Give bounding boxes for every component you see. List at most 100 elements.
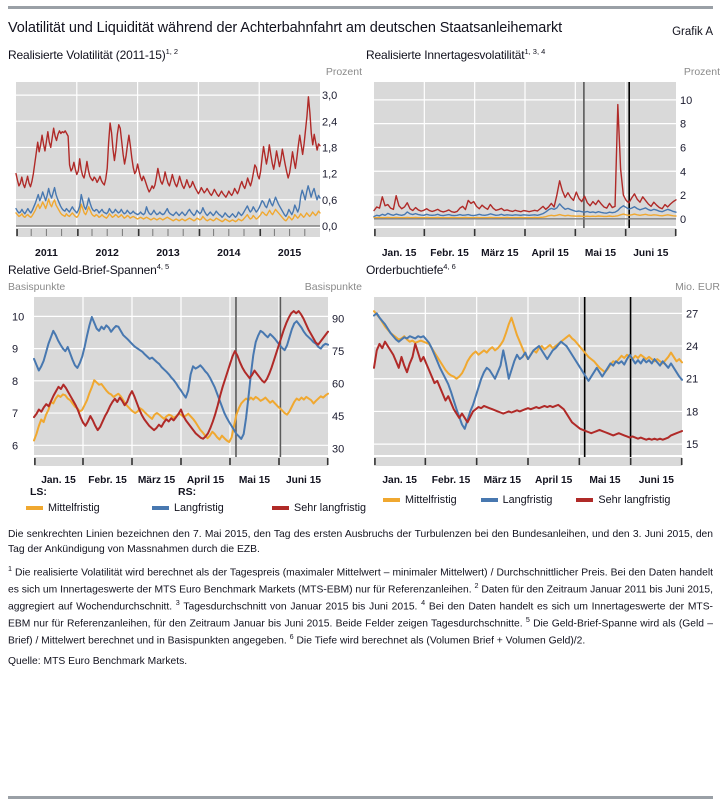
y-axis-tick-label: 1,8 — [322, 142, 337, 154]
legend-label-sehr-langfristig-left: Sehr langfristig — [294, 502, 367, 515]
legend-item-sehr-langfristig-left[interactable]: Sehr langfristig — [272, 502, 366, 514]
legend-item-mittelfristig-right[interactable]: Mittelfristig — [383, 494, 457, 506]
legend-label-langfristig-left: Langfristig — [174, 502, 224, 515]
x-axis-tick-label: Febr. 15 — [430, 248, 469, 258]
legend-item-mittelfristig-left[interactable]: Mittelfristig — [26, 502, 108, 514]
unit-row-3: Basispunkte Basispunkte — [8, 279, 362, 293]
top-divider — [8, 6, 713, 9]
x-axis-tick-label: März 15 — [138, 475, 176, 485]
legend-right-axis-caption: RS: — [178, 486, 197, 499]
panel-grid: Realisierte Volatilität (2011-15)1, 2 Pr… — [8, 43, 720, 485]
series-line-mittelfristig — [33, 379, 329, 444]
y-axis-tick-label: 2,4 — [322, 116, 337, 128]
y-axis-tick-label: 1,2 — [322, 169, 337, 181]
series-line-mittelfristig — [373, 213, 677, 219]
legend-item-langfristig-left[interactable]: Langfristig — [152, 502, 242, 514]
y-axis-tick-label: 10 — [680, 95, 692, 107]
x-axis-tick-label: 2013 — [156, 247, 180, 258]
y-axis-tick-label: 6 — [12, 440, 18, 452]
y-axis-tick-label-right: 90 — [332, 314, 344, 326]
legend-right: Mittelfristig Langfristig Sehr langfrist… — [383, 494, 684, 506]
series-line-sehr-langfristig — [373, 340, 683, 441]
panel-relative-geld-brief-spannen: Relative Geld-Brief-Spannen4, 5 Basispun… — [8, 258, 362, 485]
panel-title-4-superscript: 4, 6 — [443, 262, 456, 272]
panel-title-1-superscript: 1, 2 — [165, 47, 179, 57]
series-line-langfristig — [373, 312, 683, 430]
panel-realisierte-innertagesvolatilitaet: Realisierte Innertagesvolatilität1, 3, 4… — [366, 43, 720, 258]
legend-swatch-darkred-left — [272, 506, 289, 511]
notes-section: Die senkrechten Linien bezeichnen den 7.… — [8, 528, 713, 667]
y-axis-tick-label: 27 — [686, 308, 698, 320]
legend-label-mittelfristig-left: Mittelfristig — [48, 502, 100, 515]
series-line-langfristig — [373, 203, 677, 218]
y-axis-tick-label: 6 — [680, 142, 686, 154]
legend-left-axis-caption: LS: — [30, 486, 47, 499]
panel-title-2-text: Realisierte Innertagesvolatilität — [366, 48, 525, 63]
x-axis-tick-label: Jan. 15 — [382, 475, 417, 485]
unit-label-right-4: Mio. EUR — [675, 281, 720, 294]
unit-row-1: Prozent — [8, 64, 362, 78]
legend-swatch-orange-left — [26, 506, 43, 511]
x-axis-tick-label: Mai 15 — [239, 475, 270, 485]
note-vertical-lines: Die senkrechten Linien bezeichnen den 7.… — [8, 529, 713, 555]
x-axis-tick-label: Jan. 15 — [382, 248, 417, 258]
x-axis-tick-label: April 15 — [535, 475, 573, 485]
series-line-mittelfristig — [15, 198, 321, 223]
unit-label-right-1: Prozent — [325, 66, 362, 79]
panel-title-3-superscript: 4, 5 — [156, 262, 170, 272]
plot-background — [16, 82, 320, 227]
legend-item-langfristig-right[interactable]: Langfristig — [480, 494, 552, 506]
legend-swatch-orange-right — [383, 498, 400, 503]
bottom-divider — [8, 796, 713, 799]
x-axis-tick-label: März 15 — [484, 475, 522, 485]
x-axis-tick-label: April 15 — [187, 475, 225, 485]
y-axis-tick-label: 9 — [12, 344, 18, 356]
x-axis-tick-label: Juni 15 — [639, 475, 674, 485]
y-axis-tick-label: 7 — [12, 408, 18, 420]
series-line-sehr-langfristig — [33, 310, 329, 440]
y-axis-tick-label-right: 45 — [332, 411, 344, 423]
x-axis-tick-label: Juni 15 — [633, 248, 668, 258]
x-axis-tick-label: 2015 — [278, 247, 302, 258]
y-axis-tick-label-right: 30 — [332, 444, 344, 456]
y-axis-tick-label: 15 — [686, 439, 698, 451]
legend-swatch-blue-left — [152, 506, 169, 511]
y-axis-tick-label: 0,0 — [322, 221, 337, 233]
y-axis-tick-label: 21 — [686, 374, 698, 386]
plot-4: 15 18 21 24 27 Jan. 15 Febr. 15 März 15 April 15… — [366, 293, 720, 485]
y-axis-tick-label: 4 — [680, 166, 686, 178]
legend-label-sehr-langfristig-right: Sehr langfristig — [598, 494, 671, 507]
y-axis-tick-label: 0 — [680, 214, 686, 226]
x-axis-tick-label: Juni 15 — [286, 475, 321, 485]
series-line-sehr-langfristig — [373, 103, 677, 214]
panel-title-2: Realisierte Innertagesvolatilität1, 3, 4 — [366, 47, 720, 62]
panel-title-3-text: Relative Geld-Brief-Spannen — [8, 263, 157, 278]
legend-row: LS: RS: Mittelfristig Langfristig Sehr l… — [8, 486, 713, 522]
y-axis-tick-label: 2 — [680, 190, 686, 202]
x-axis-tick-label: März 15 — [481, 248, 519, 258]
y-axis-tick-label-right: 75 — [332, 346, 344, 358]
page-header: Volatilität und Liquidität während der A… — [8, 9, 713, 43]
x-axis-tick-label: Mai 15 — [589, 475, 620, 485]
x-axis-tick-label: Mai 15 — [585, 248, 616, 258]
y-axis-tick-label: 0,6 — [322, 195, 337, 207]
legend-item-sehr-langfristig-right[interactable]: Sehr langfristig — [576, 494, 670, 506]
unit-row-4: Mio. EUR — [366, 279, 720, 293]
y-axis-tick-label: 8 — [12, 376, 18, 388]
panel-title-3: Relative Geld-Brief-Spannen4, 5 — [8, 262, 362, 277]
y-axis-tick-label: 24 — [686, 341, 698, 353]
panel-title-4: Orderbuchtiefe4, 6 — [366, 262, 720, 277]
x-axis-tick-label: 2014 — [217, 247, 241, 258]
plot-3: 6 7 8 9 10 30 45 60 75 90 Jan. 15 Febr. 15 März 15 Ap… — [8, 293, 362, 485]
panel-realisierte-volatilitaet: Realisierte Volatilität (2011-15)1, 2 Pr… — [8, 43, 362, 258]
unit-row-2: Prozent — [366, 64, 720, 78]
x-axis-tick-label: Febr. 15 — [88, 475, 127, 485]
y-axis-tick-label: 3,0 — [322, 90, 337, 102]
plot-1: 0,0 0,6 1,2 1,8 2,4 3,0 2011 2012 2013 2014 2015 — [8, 78, 362, 258]
legend-left: LS: RS: Mittelfristig Langfristig Sehr l… — [12, 486, 380, 514]
series-line-langfristig — [15, 185, 321, 218]
panel-title-1: Realisierte Volatilität (2011-15)1, 2 — [8, 47, 362, 62]
y-axis-tick-label-right: 60 — [332, 379, 344, 391]
x-axis-tick-label: April 15 — [531, 248, 569, 258]
x-axis-tick-label: 2012 — [96, 247, 120, 258]
